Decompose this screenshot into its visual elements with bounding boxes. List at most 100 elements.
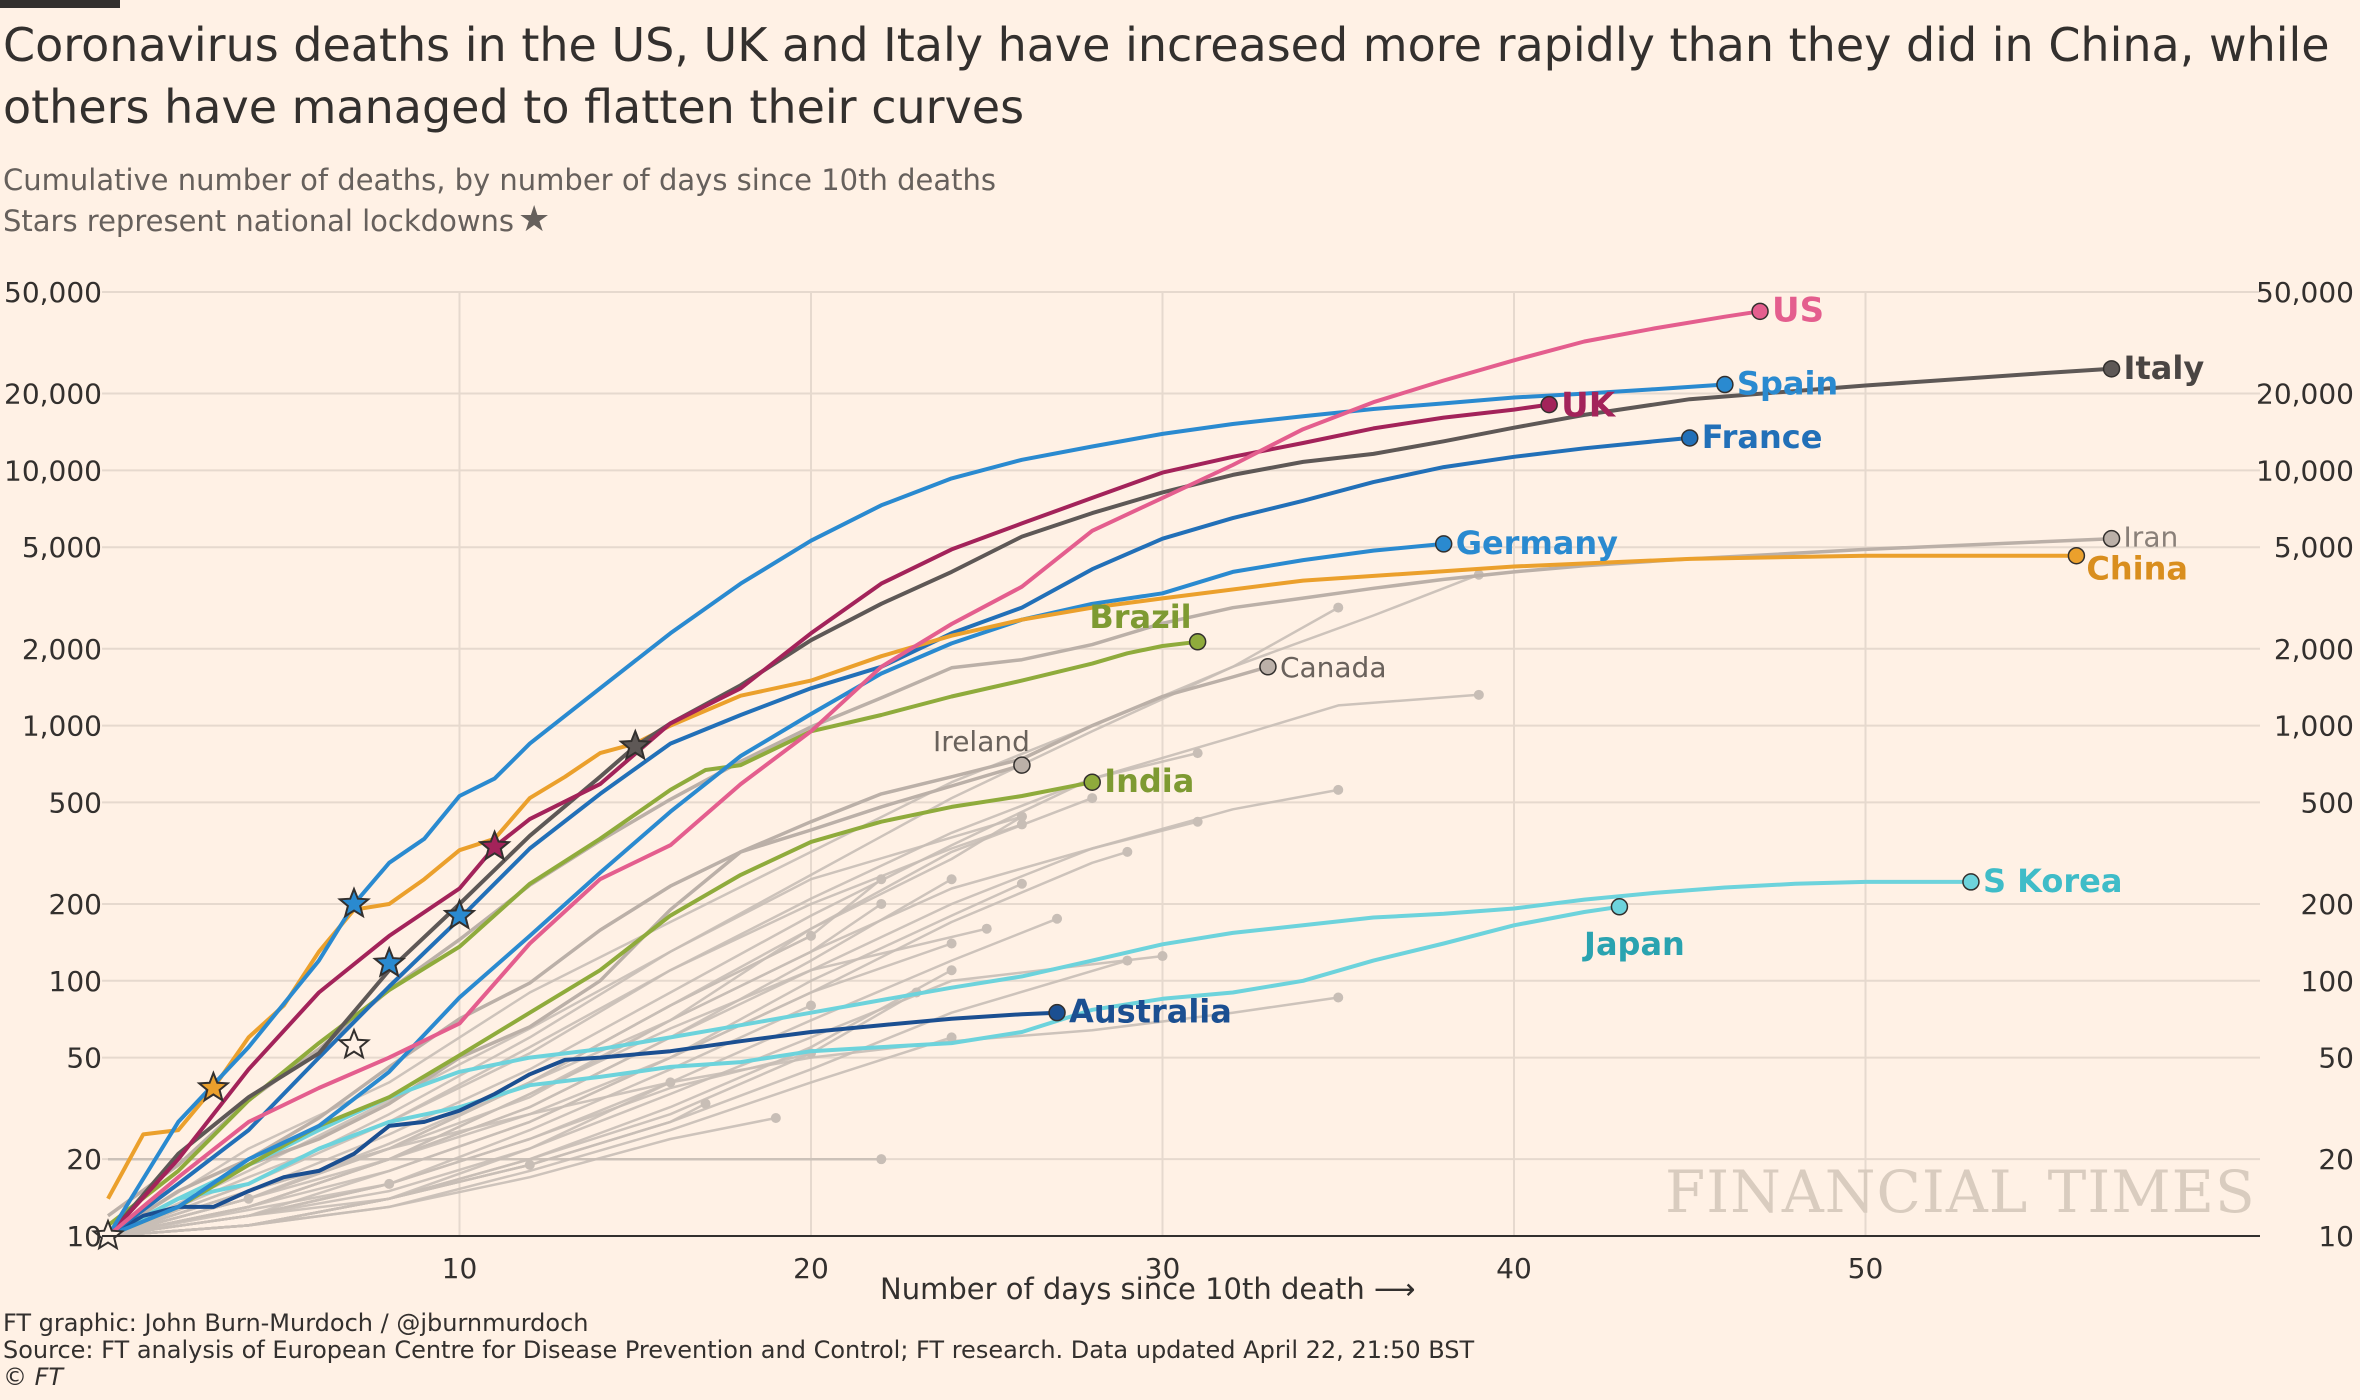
y-tick-label-right: 50 bbox=[2318, 1042, 2354, 1075]
background-series-endpoint bbox=[1192, 816, 1203, 827]
series-line bbox=[106, 553, 2077, 1200]
lockdown-star-icon bbox=[442, 897, 477, 931]
footer-credit: FT graphic: John Burn-Murdoch / @jburnmu… bbox=[3, 1309, 589, 1337]
lockdown-star-icon bbox=[91, 1218, 125, 1251]
footer-copyright: © FT bbox=[3, 1363, 64, 1391]
series-endpoint bbox=[1540, 395, 1558, 414]
y-tick-label-right: 50,000 bbox=[2256, 276, 2354, 309]
lockdown-star-icon bbox=[618, 728, 653, 761]
series-line bbox=[106, 402, 1550, 1238]
lockdown-star-icon bbox=[196, 1070, 231, 1103]
background-series-endpoint bbox=[1016, 811, 1027, 822]
series-endpoint bbox=[2067, 546, 2086, 565]
x-axis-label: Number of days since 10th death ⟶ bbox=[880, 1272, 1416, 1306]
series-label: Brazil bbox=[1089, 598, 1191, 636]
background-series-endpoint bbox=[876, 898, 887, 909]
highlighted-series-lines bbox=[106, 302, 2121, 1238]
background-series-endpoint bbox=[1122, 846, 1133, 857]
series-label: Italy bbox=[2124, 349, 2205, 387]
series-label: Iran bbox=[2124, 521, 2179, 554]
y-tick-label-right: 10 bbox=[2318, 1220, 2354, 1253]
series-label: Japan bbox=[1582, 925, 1685, 963]
series-endpoint bbox=[1681, 429, 1699, 447]
background-series-endpoint bbox=[1087, 793, 1098, 804]
x-tick-label: 40 bbox=[1496, 1252, 1532, 1285]
background-series-endpoint bbox=[1333, 784, 1344, 795]
series-endpoint bbox=[1188, 633, 1207, 651]
background-series-lines bbox=[107, 569, 1484, 1238]
x-tick-label: 50 bbox=[1848, 1252, 1884, 1285]
series-line bbox=[107, 904, 1620, 1238]
background-series-endpoint bbox=[1333, 992, 1344, 1003]
background-series-line bbox=[107, 823, 1023, 1238]
arrow-right-icon: ⟶ bbox=[1373, 1272, 1416, 1306]
y-tick-label-left: 500 bbox=[49, 786, 102, 819]
y-tick-label-left: 1,000 bbox=[22, 710, 102, 743]
series-label: Ireland bbox=[933, 725, 1030, 758]
x-axis-label-text: Number of days since 10th death bbox=[880, 1272, 1365, 1306]
background-series-line bbox=[107, 606, 1339, 1238]
y-tick-label-left: 2,000 bbox=[22, 633, 102, 666]
background-series-endpoint bbox=[1052, 913, 1063, 924]
series-endpoint bbox=[1434, 535, 1453, 553]
lockdown-stars bbox=[91, 728, 653, 1251]
series-label: Spain bbox=[1737, 365, 1838, 403]
series-label: Canada bbox=[1280, 651, 1387, 684]
series-label: Australia bbox=[1069, 993, 1232, 1031]
series-endpoint bbox=[1259, 658, 1277, 676]
background-series-line bbox=[107, 1036, 952, 1238]
y-tick-label-left: 20,000 bbox=[4, 378, 102, 411]
footer: FT graphic: John Burn-Murdoch / @jburnmu… bbox=[3, 1310, 1474, 1391]
series-endpoint bbox=[1610, 898, 1629, 916]
background-series-endpoint bbox=[1192, 748, 1203, 759]
background-series-endpoint bbox=[1122, 955, 1133, 966]
background-series-line bbox=[107, 927, 988, 1238]
lockdown-star-icon bbox=[372, 945, 407, 978]
series-line bbox=[107, 541, 1444, 1238]
series-line bbox=[107, 780, 1093, 1238]
series-line bbox=[106, 639, 1198, 1227]
background-series-line bbox=[107, 573, 1480, 1238]
background-series-line bbox=[107, 1004, 812, 1238]
series-line bbox=[107, 1010, 1058, 1238]
lockdown-star-icon bbox=[337, 886, 371, 919]
background-series-endpoint bbox=[946, 965, 957, 976]
background-series-endpoint bbox=[700, 1098, 711, 1109]
series-line bbox=[107, 879, 1971, 1238]
background-series-line bbox=[107, 796, 1093, 1238]
background-series-endpoint bbox=[1157, 951, 1168, 962]
y-tick-label-left: 5,000 bbox=[22, 531, 102, 564]
series-label: US bbox=[1772, 290, 1824, 330]
background-series-endpoint bbox=[981, 923, 992, 934]
series-line bbox=[106, 435, 1690, 1238]
subtitle-line-2: Stars represent national lockdowns ★ bbox=[3, 200, 996, 241]
x-tick-label: 20 bbox=[793, 1252, 829, 1285]
series-label: S Korea bbox=[1983, 862, 2122, 900]
series-line bbox=[106, 309, 1761, 1238]
series-line bbox=[107, 665, 1269, 1238]
background-series-endpoint bbox=[946, 938, 957, 949]
star-icon: ★ bbox=[518, 199, 551, 240]
y-tick-label-right: 1,000 bbox=[2274, 710, 2354, 743]
background-series-endpoint bbox=[946, 1032, 957, 1043]
background-series-line bbox=[107, 882, 1023, 1238]
y-tick-label-right: 200 bbox=[2301, 888, 2354, 921]
y-tick-label-left: 20 bbox=[66, 1143, 102, 1176]
series-label: China bbox=[2086, 550, 2188, 588]
y-tick-label-left: 100 bbox=[49, 965, 102, 998]
background-series-endpoint bbox=[946, 874, 957, 885]
series-label: France bbox=[1702, 418, 1823, 456]
y-tick-label-right: 10,000 bbox=[2256, 454, 2354, 487]
y-tick-label-right: 5,000 bbox=[2274, 531, 2354, 564]
background-series-endpoint bbox=[876, 1154, 887, 1165]
y-tick-label-right: 500 bbox=[2301, 786, 2354, 819]
y-tick-label-right: 20,000 bbox=[2256, 378, 2354, 411]
lockdown-star-icon bbox=[477, 829, 512, 862]
y-tick-label-left: 10,000 bbox=[4, 454, 102, 487]
background-series-endpoint bbox=[770, 1112, 781, 1123]
series-label: India bbox=[1104, 762, 1194, 800]
subtitle-line-2-text: Stars represent national lockdowns bbox=[3, 204, 515, 238]
x-tick-label: 30 bbox=[1145, 1252, 1181, 1285]
